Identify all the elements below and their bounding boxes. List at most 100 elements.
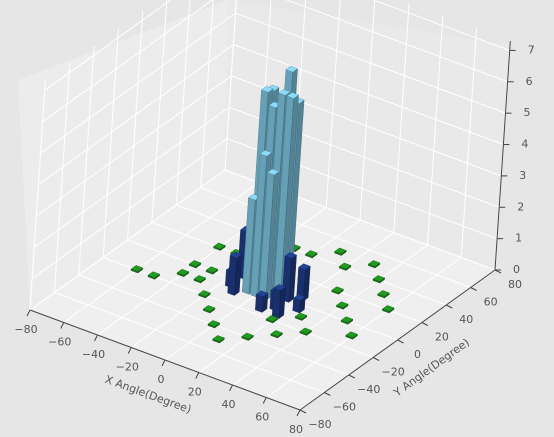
bar-face [331, 286, 344, 293]
z-tick-label: 6 [526, 75, 533, 88]
left-wall [18, 0, 228, 310]
bar [340, 316, 354, 325]
grid-line [175, 0, 191, 206]
bar [296, 263, 311, 302]
y-tick-label: −60 [333, 401, 356, 414]
bar-face [345, 331, 358, 338]
z-tick-label: 3 [519, 169, 526, 182]
bar [198, 290, 211, 299]
x-tick [296, 409, 301, 417]
grid-line [102, 257, 374, 358]
y-tick [324, 392, 331, 396]
grid-line [235, 12, 506, 114]
grid-line [393, 3, 410, 233]
grid-line [29, 169, 226, 311]
bar-face [202, 305, 216, 312]
bar-face [147, 271, 161, 278]
bar-face [286, 92, 300, 99]
bar-face [207, 320, 221, 327]
x-tick-label: −80 [14, 323, 37, 336]
x-tick-label: 80 [289, 423, 303, 436]
bar [130, 265, 144, 274]
grid-line [427, 15, 444, 246]
bar-face [367, 260, 381, 267]
axis-line [299, 269, 496, 411]
bar [381, 305, 395, 314]
bar [299, 327, 312, 336]
y-tick [299, 409, 307, 414]
z-tick-label: 4 [521, 138, 528, 151]
bar [212, 335, 225, 344]
bar-face [270, 330, 283, 337]
y-tick-label: 20 [435, 331, 449, 344]
bar [213, 242, 226, 251]
grid-line [200, 0, 214, 188]
bar [207, 320, 221, 329]
grid-line [44, 0, 172, 91]
x-tick-label: −20 [116, 361, 139, 374]
bar [331, 286, 344, 295]
bar-face [338, 262, 352, 270]
bar [305, 250, 318, 259]
bar [255, 290, 269, 313]
bar-face [284, 252, 297, 259]
y-tick-label: −40 [357, 383, 380, 396]
bar-face [193, 275, 207, 282]
z-tick-label: 5 [524, 106, 531, 119]
bar-face [293, 294, 306, 301]
bar-face [213, 242, 226, 250]
y-tick-label: −80 [308, 418, 331, 431]
bar-face [336, 301, 349, 308]
y-tick-label: 80 [508, 278, 522, 291]
y-tick [348, 374, 355, 379]
x-tick [127, 347, 132, 354]
bar [202, 305, 216, 314]
bar-face [255, 293, 264, 313]
bar [258, 168, 280, 301]
grid-line [36, 75, 232, 217]
grid-line [78, 45, 95, 276]
bar-face [372, 275, 386, 282]
bar [292, 294, 306, 314]
grid-line [372, 0, 510, 51]
x-tick-label: −60 [48, 336, 71, 349]
y-tick-label: 0 [414, 348, 421, 361]
bar-face [305, 250, 318, 257]
grid-line [325, 0, 341, 208]
x-tick-label: 0 [158, 373, 165, 386]
bar-face [229, 251, 243, 259]
grid-line [224, 0, 237, 171]
bar-face [285, 65, 298, 73]
grid-line [40, 12, 236, 154]
bar-face [255, 290, 269, 297]
z-tick-label: 1 [515, 232, 522, 245]
y-tick [421, 322, 429, 326]
grid-line [31, 138, 228, 280]
bar [377, 290, 390, 299]
bar [336, 301, 349, 310]
grid-line [33, 106, 230, 248]
bar-face [265, 315, 279, 322]
bar [271, 284, 287, 320]
bar [265, 315, 279, 324]
bar [205, 266, 219, 275]
x-tick-label: 40 [222, 398, 236, 411]
bar-face [267, 168, 280, 176]
bar [367, 260, 381, 269]
x-tick [229, 384, 233, 392]
bar-face [294, 312, 308, 320]
bar [372, 275, 386, 284]
grid-line [38, 44, 234, 185]
bar-face [381, 305, 395, 312]
bar-face [259, 149, 273, 157]
z-tick-label: 0 [513, 263, 520, 276]
axis-line [29, 309, 301, 411]
bar-face [188, 260, 202, 267]
grid-line [151, 0, 168, 223]
grid-line [29, 80, 46, 311]
x-tick [26, 309, 31, 317]
bar-face [130, 265, 144, 272]
bar-face [212, 335, 225, 342]
